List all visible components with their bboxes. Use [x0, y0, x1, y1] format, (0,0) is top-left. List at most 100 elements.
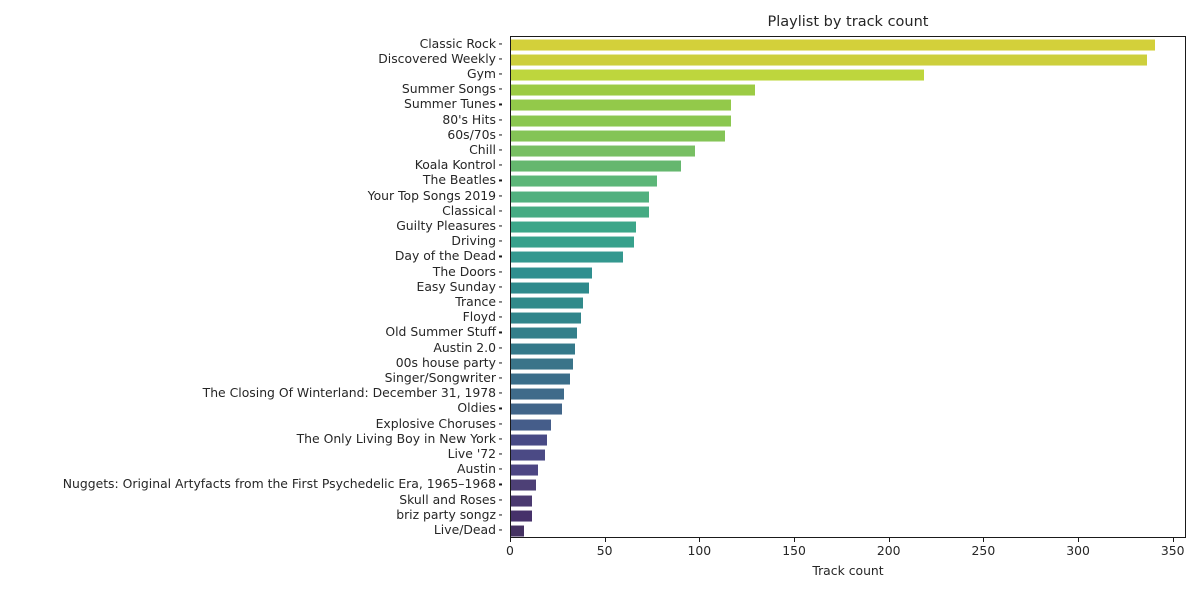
y-tick-row: Oldies	[0, 401, 502, 416]
x-tick-mark	[510, 538, 512, 542]
y-tick-label: Classical	[442, 202, 496, 218]
bar[interactable]	[511, 495, 532, 507]
y-tick-mark	[498, 468, 502, 470]
y-tick-row: Your Top Songs 2019	[0, 188, 502, 203]
x-tick-label: 200	[876, 543, 901, 558]
y-tick-label: Classic Rock	[419, 35, 496, 51]
y-tick-row: Floyd	[0, 310, 502, 325]
y-tick-row: Gym	[0, 66, 502, 81]
y-tick-row: The Doors	[0, 264, 502, 279]
x-tick-label: 350	[1160, 543, 1185, 558]
bar[interactable]	[511, 480, 536, 491]
bar[interactable]	[511, 312, 582, 324]
y-tick-label: The Closing Of Winterland: December 31, …	[202, 385, 496, 401]
bar[interactable]	[511, 69, 924, 81]
bar[interactable]	[511, 236, 635, 248]
y-tick-label: Singer/Songwriter	[384, 370, 496, 386]
bar-row	[511, 463, 1185, 478]
bar-row	[511, 265, 1185, 280]
bar[interactable]	[511, 297, 583, 309]
x-tick-mark	[1172, 538, 1174, 542]
y-tick-mark	[498, 514, 502, 516]
bar[interactable]	[511, 160, 682, 172]
bar[interactable]	[511, 130, 725, 142]
bar-row	[511, 341, 1185, 356]
bar[interactable]	[511, 358, 574, 370]
bar-row	[511, 83, 1185, 98]
y-tick-mark	[498, 73, 502, 75]
x-tick-mark	[1078, 538, 1080, 542]
y-tick-label: Discovered Weekly	[378, 50, 496, 66]
bar[interactable]	[511, 449, 546, 461]
bar[interactable]	[511, 327, 578, 339]
bar[interactable]	[511, 419, 551, 431]
y-tick-mark	[498, 453, 502, 455]
bar[interactable]	[511, 221, 636, 233]
x-tick-mark	[983, 538, 985, 542]
y-tick-row: Day of the Dead	[0, 249, 502, 264]
bar[interactable]	[511, 39, 1155, 51]
y-tick-label: Your Top Songs 2019	[367, 187, 496, 203]
y-tick-label: Nuggets: Original Artyfacts from the Fir…	[62, 476, 496, 492]
bar[interactable]	[511, 175, 657, 187]
y-tick-mark	[498, 331, 502, 333]
y-tick-row: The Only Living Boy in New York	[0, 431, 502, 446]
y-tick-mark	[498, 438, 502, 440]
bar[interactable]	[511, 191, 650, 203]
bar[interactable]	[511, 510, 532, 522]
bar[interactable]	[511, 343, 576, 355]
y-tick-label: Austin 2.0	[433, 339, 496, 355]
y-tick-mark	[498, 407, 502, 410]
bar-row	[511, 219, 1185, 234]
chart-title: Playlist by track count	[767, 14, 929, 30]
y-tick-row: Austin	[0, 462, 502, 477]
bar-row	[511, 174, 1185, 189]
bar[interactable]	[511, 373, 570, 385]
bar-row	[511, 371, 1185, 386]
bar-row	[511, 98, 1185, 113]
bar[interactable]	[511, 434, 547, 446]
y-tick-row: Live/Dead	[0, 523, 502, 538]
y-tick-row: Live '72	[0, 446, 502, 461]
x-tick-label: 150	[782, 543, 806, 558]
bar-row	[511, 52, 1185, 67]
bar[interactable]	[511, 282, 589, 294]
bar[interactable]	[511, 115, 731, 127]
y-tick-row: Classic Rock	[0, 36, 502, 51]
y-tick-mark	[498, 43, 502, 45]
y-tick-mark	[498, 499, 502, 501]
bar[interactable]	[511, 99, 731, 111]
y-tick-label: Summer Tunes	[404, 96, 496, 112]
x-tick-label: 250	[971, 543, 996, 558]
y-tick-mark	[498, 423, 502, 425]
y-tick-mark	[498, 529, 502, 531]
bar[interactable]	[511, 525, 525, 537]
bar[interactable]	[511, 267, 593, 279]
y-tick-mark	[498, 134, 502, 136]
y-tick-mark	[498, 286, 502, 288]
y-tick-mark	[498, 255, 502, 257]
bar[interactable]	[511, 54, 1148, 66]
y-tick-mark	[498, 179, 502, 181]
bar-row	[511, 280, 1185, 295]
x-axis-label: Track count	[812, 563, 884, 578]
bar-row	[511, 326, 1185, 341]
y-tick-row: Driving	[0, 234, 502, 249]
x-tick-label: 100	[687, 543, 712, 558]
y-tick-label: Skull and Roses	[399, 491, 496, 507]
bar-series	[511, 37, 1185, 537]
bar[interactable]	[511, 388, 565, 400]
bar[interactable]	[511, 206, 650, 218]
y-tick-row: Nuggets: Original Artyfacts from the Fir…	[0, 477, 502, 492]
y-tick-label: Easy Sunday	[416, 278, 496, 294]
x-tick-mark	[699, 538, 701, 542]
bar[interactable]	[511, 404, 563, 415]
y-tick-mark	[498, 392, 502, 394]
bar[interactable]	[511, 251, 623, 263]
bar-row	[511, 447, 1185, 462]
bar[interactable]	[511, 84, 756, 96]
y-tick-row: Old Summer Stuff	[0, 325, 502, 340]
y-tick-row: Guilty Pleasures	[0, 218, 502, 233]
bar[interactable]	[511, 464, 538, 476]
bar[interactable]	[511, 145, 695, 157]
